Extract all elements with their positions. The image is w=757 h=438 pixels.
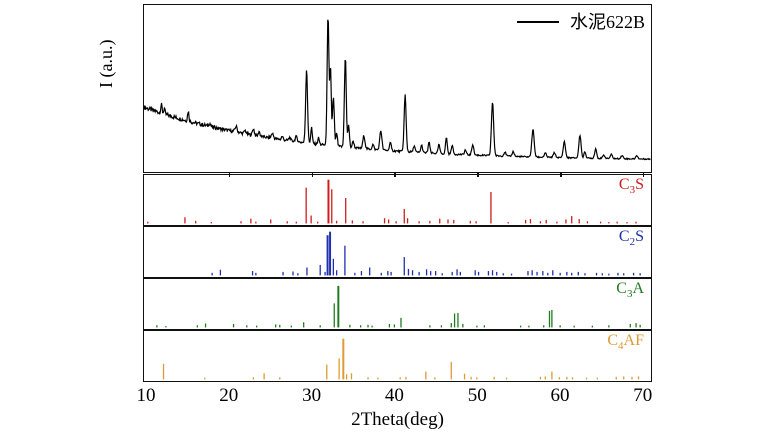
x-tick-label: 70 [633, 385, 653, 406]
x-tick-label: 40 [384, 385, 404, 406]
axis-tick [394, 172, 396, 177]
x-axis-title: 2Theta(deg) [351, 409, 444, 430]
axis-tick [642, 172, 645, 177]
axis-tick [311, 172, 314, 177]
phase-label-c3a: C3A [616, 280, 644, 301]
axis-tick [560, 172, 562, 177]
xrd-trace-canvas [144, 19, 651, 161]
stick-canvas-c2s [211, 231, 641, 276]
stick-canvas-c3s [147, 179, 637, 224]
x-tick-label: 50 [467, 385, 487, 406]
stick-canvas-c3a [156, 285, 641, 328]
xrd-trace [144, 19, 651, 161]
phase-label-c4af: C4AF [607, 332, 644, 353]
phase-panel-c2s: C2S [143, 226, 652, 278]
legend-label-sample: 水泥622B [569, 12, 645, 32]
main-xrd-panel: 水泥622B [143, 4, 652, 173]
x-tick-label: 30 [302, 385, 322, 406]
stick-canvas-c4af [162, 338, 640, 380]
legend-line-sample [516, 21, 559, 23]
x-tick-label: 10 [136, 385, 156, 406]
phase-panel-c3s: C3S [143, 174, 652, 226]
phase-label-c3s: C3S [618, 176, 644, 197]
phase-label-c2s: C2S [618, 228, 644, 249]
plot-area: 水泥622B C3S C2S C3A C4AF [143, 0, 652, 438]
legend: 水泥622B [516, 12, 645, 32]
phase-panel-c4af: C4AF [143, 330, 652, 382]
x-tick-label: 60 [550, 385, 570, 406]
x-tick-label: 20 [219, 385, 239, 406]
axis-tick [228, 172, 231, 177]
axis-tick [477, 172, 479, 177]
phase-panel-c3a: C3A [143, 278, 652, 330]
